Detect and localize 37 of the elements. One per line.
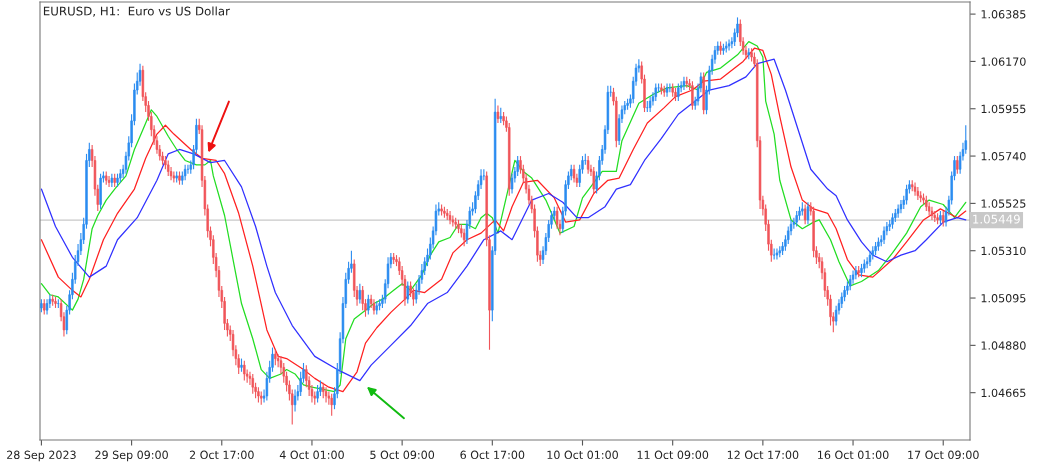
y-tick-label: 1.05525 — [981, 199, 1026, 208]
x-tick-label: 17 Oct 09:00 — [908, 450, 979, 460]
y-tick-label: 1.05740 — [981, 152, 1026, 161]
x-tick-label: 29 Sep 09:00 — [95, 450, 168, 462]
candlestick — [240, 358, 243, 373]
candlestick — [896, 203, 900, 219]
candlestick — [592, 166, 595, 195]
candlestick — [674, 87, 677, 102]
y-tick-label: 1.06170 — [981, 57, 1026, 66]
candlestick — [406, 280, 409, 305]
x-tick-label: 6 Oct 17:00 — [460, 450, 525, 460]
candlestick — [899, 199, 903, 214]
y-tick-label: 1.05955 — [981, 104, 1026, 114]
candlestick — [367, 294, 370, 316]
candlestick — [330, 393, 333, 417]
x-tick-label: 4 Oct 01:00 — [279, 450, 344, 460]
y-tick-label: 1.05310 — [981, 246, 1026, 256]
x-tick-label: 16 Oct 01:00 — [818, 450, 889, 460]
x-tick-label: 12 Oct 17:00 — [727, 450, 799, 460]
y-tick-label: 1.04880 — [981, 341, 1026, 350]
x-tick-label: 10 Oct 01:00 — [547, 450, 618, 460]
candlestick — [905, 184, 908, 206]
candlestick — [324, 386, 328, 404]
candlestick — [727, 38, 731, 51]
y-tick-label: 1.04665 — [981, 388, 1026, 398]
y-tick-label: 1.06385 — [981, 10, 1026, 19]
x-tick-label: 2 Oct 17:00 — [189, 450, 254, 460]
candlestick — [251, 373, 254, 395]
candlestick — [668, 82, 672, 93]
x-tick-label: 28 Sep 2023 — [7, 450, 76, 462]
x-tick-label: 11 Oct 09:00 — [637, 450, 709, 460]
y-tick-label: 1.05095 — [981, 294, 1026, 303]
x-tick-label: 5 Oct 09:00 — [370, 450, 435, 460]
candlestick — [462, 228, 466, 247]
chart-title: EURUSD, H1: Euro vs US Dollar — [43, 6, 230, 17]
candlestick — [243, 360, 246, 382]
candlestick — [772, 247, 776, 261]
